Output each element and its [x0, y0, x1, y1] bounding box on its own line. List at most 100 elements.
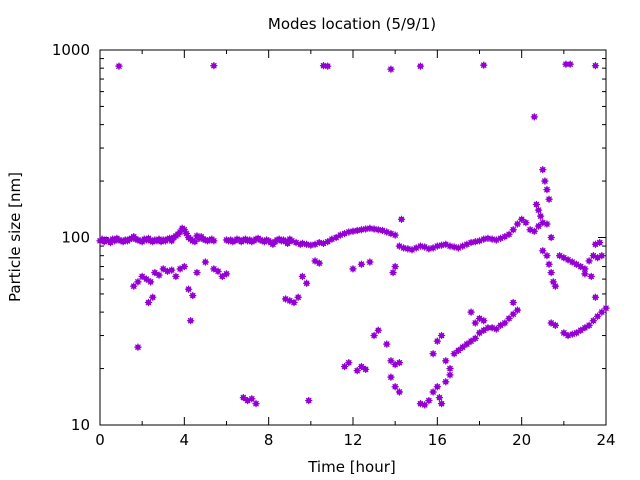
data-point — [454, 346, 463, 354]
data-point — [239, 394, 247, 402]
data-point — [587, 272, 595, 281]
data-point — [442, 357, 450, 365]
data-point — [191, 238, 199, 246]
data-point — [513, 306, 522, 314]
data-point — [467, 238, 475, 247]
data-point — [585, 321, 593, 329]
data-point — [543, 220, 551, 228]
data-point — [303, 279, 311, 287]
data-point — [315, 259, 323, 267]
data-point — [547, 268, 555, 277]
data-point — [572, 260, 581, 268]
data-point — [210, 62, 218, 70]
data-point — [383, 340, 391, 348]
data-point — [505, 230, 513, 238]
data-point — [395, 388, 403, 396]
data-point — [429, 350, 437, 358]
data-point — [357, 260, 366, 268]
data-point — [391, 231, 399, 239]
data-point — [539, 166, 547, 174]
data-point — [509, 226, 517, 234]
data-point — [404, 245, 412, 253]
data-point — [201, 258, 210, 266]
data-point — [480, 235, 488, 243]
data-point — [395, 359, 403, 367]
x-tick-label: 0 — [95, 431, 105, 449]
x-axis-label: Time [hour] — [307, 458, 396, 476]
data-point — [370, 331, 378, 340]
data-point — [357, 362, 366, 371]
data-point — [298, 272, 306, 281]
chart-title: Modes location (5/9/1) — [268, 15, 436, 33]
data-point — [513, 220, 522, 228]
data-point — [416, 62, 425, 70]
data-point — [522, 219, 530, 227]
data-points — [96, 60, 610, 409]
data-point — [591, 62, 600, 70]
data-point — [545, 195, 553, 203]
x-tick-label: 16 — [428, 431, 447, 449]
data-point — [319, 62, 328, 70]
data-point — [560, 329, 568, 337]
data-point — [532, 200, 541, 209]
data-point — [387, 65, 395, 73]
data-point — [545, 260, 553, 268]
data-point — [568, 258, 576, 266]
data-point — [471, 319, 479, 327]
data-point — [389, 268, 397, 277]
data-point — [547, 233, 555, 242]
data-point — [187, 317, 195, 325]
data-point — [172, 272, 180, 281]
data-point — [564, 256, 572, 264]
data-point — [435, 394, 444, 402]
data-point — [193, 268, 201, 277]
data-point — [210, 237, 218, 245]
data-point — [144, 298, 153, 307]
x-tick-label: 8 — [264, 431, 274, 449]
data-point — [345, 359, 353, 367]
data-point — [467, 337, 475, 345]
data-point — [593, 312, 602, 320]
x-tick-label: 24 — [596, 431, 615, 449]
data-point — [551, 321, 559, 329]
data-point — [541, 177, 549, 185]
data-point — [184, 285, 193, 293]
data-point — [294, 293, 302, 301]
data-point — [149, 293, 157, 301]
data-point — [551, 282, 559, 290]
data-point — [602, 304, 610, 312]
data-point — [222, 270, 231, 278]
data-point — [362, 365, 370, 373]
data-point — [539, 247, 547, 255]
data-point — [446, 371, 454, 379]
data-point — [218, 272, 226, 281]
data-point — [471, 334, 479, 342]
data-point — [391, 383, 399, 391]
data-point — [397, 215, 406, 223]
data-point — [475, 314, 484, 323]
data-point — [437, 400, 446, 408]
data-point — [210, 265, 218, 273]
data-point — [480, 326, 488, 334]
data-point — [115, 62, 123, 70]
y-tick-label: 100 — [61, 229, 90, 247]
data-point — [142, 275, 150, 283]
y-axis-label: Particle size [nm] — [6, 172, 24, 302]
data-point — [189, 291, 197, 300]
data-point — [391, 262, 399, 271]
data-point — [547, 319, 555, 327]
y-tick-label: 1000 — [52, 41, 90, 59]
data-point — [475, 329, 484, 337]
data-point — [459, 343, 467, 351]
data-point — [290, 298, 298, 307]
x-tick-label: 20 — [512, 431, 531, 449]
data-point — [450, 350, 458, 358]
axes: 0 4 8 12 16 20 24 10 100 1000 — [52, 41, 616, 449]
data-point — [324, 62, 332, 70]
data-point — [509, 298, 517, 307]
data-point — [501, 319, 509, 327]
data-point — [248, 395, 256, 403]
data-point — [168, 266, 176, 274]
data-point — [134, 343, 142, 351]
